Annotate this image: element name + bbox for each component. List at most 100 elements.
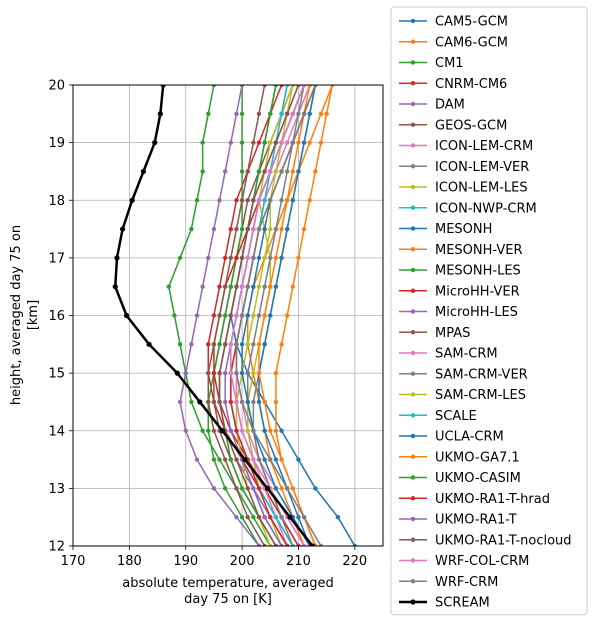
data-point <box>129 197 135 203</box>
x-axis-label-line-1: absolute temperature, averaged <box>122 576 333 591</box>
data-point <box>245 255 250 261</box>
series-wrf-col-crm <box>228 85 307 546</box>
data-point <box>239 313 245 318</box>
data-point <box>279 486 284 491</box>
data-point <box>262 514 267 520</box>
data-point <box>268 543 273 546</box>
legend-swatch-marker <box>410 475 416 480</box>
data-point <box>262 169 267 174</box>
legend-label: SAM-CRM-VER <box>435 367 528 382</box>
legend-entry: WRF-COL-CRM <box>399 554 529 569</box>
legend-entry: DAM <box>399 98 465 113</box>
data-point <box>279 111 284 117</box>
data-point <box>206 255 211 261</box>
data-point <box>290 140 296 145</box>
data-point <box>251 226 256 232</box>
data-point <box>217 399 222 405</box>
legend-entry: MicroHH-LES <box>399 305 518 320</box>
legend-swatch-marker <box>410 226 416 231</box>
legend-label: GEOS-GCM <box>435 118 507 133</box>
data-point <box>245 370 250 376</box>
legend-entry: MPAS <box>399 326 470 341</box>
data-point <box>217 284 222 289</box>
data-point <box>256 226 262 232</box>
legend-label: UKMO-GA7.1 <box>435 450 520 465</box>
data-point <box>273 543 279 546</box>
data-point <box>211 226 217 232</box>
axes: 170 180 190 200 210 220 12 13 14 15 16 17 18 19 20 <box>48 79 367 570</box>
legend-label: UKMO-RA1-T <box>435 513 517 528</box>
legend-label: UKMO-RA1-T-hrad <box>435 492 550 507</box>
data-point <box>234 486 239 491</box>
data-point <box>245 284 250 289</box>
y-tick-label: 12 <box>48 540 65 555</box>
data-point <box>318 140 324 145</box>
data-point <box>284 198 290 203</box>
data-point <box>296 111 301 117</box>
data-point <box>251 342 256 347</box>
legend-frame <box>390 6 588 616</box>
data-point <box>114 255 120 261</box>
data-point <box>120 226 126 232</box>
data-point <box>273 428 279 433</box>
legend: CAM5-GCM CAM6-GCM CM1 CNRM-CM6 DAM GEOS-GCM IC… <box>390 6 588 616</box>
legend-label: SAM-CRM <box>435 347 498 362</box>
legend-swatch-marker <box>410 537 416 542</box>
y-axis-label-line-2: [km] <box>26 300 41 330</box>
data-point <box>245 226 250 232</box>
legend-entry: UKMO-RA1-T <box>399 513 517 528</box>
data-point <box>245 514 250 520</box>
legend-swatch-marker <box>410 371 416 376</box>
legend-entry: SAM-CRM-VER <box>399 367 528 382</box>
data-point <box>313 169 318 174</box>
data-point <box>256 169 262 174</box>
data-point <box>245 486 250 491</box>
data-point <box>279 428 284 433</box>
legend-entry: UKMO-GA7.1 <box>399 450 520 465</box>
legend-swatch-marker <box>410 143 416 148</box>
data-point <box>234 313 239 318</box>
legend-swatch-marker <box>410 288 416 293</box>
data-point <box>290 169 296 174</box>
data-point <box>194 457 200 462</box>
data-point <box>262 313 267 318</box>
legend-label: DAM <box>435 98 465 113</box>
data-point <box>279 140 284 145</box>
data-point <box>279 342 284 347</box>
data-point <box>245 399 250 405</box>
data-point <box>256 399 262 405</box>
y-tick-label: 17 <box>48 251 65 266</box>
data-point <box>262 543 267 546</box>
legend-entry: UKMO-RA1-T-nocloud <box>399 533 572 548</box>
data-point <box>222 169 228 174</box>
data-point <box>262 198 267 203</box>
data-point <box>262 457 267 462</box>
data-point <box>251 399 256 405</box>
data-point <box>268 111 273 117</box>
data-point <box>301 111 307 117</box>
data-point <box>284 226 290 232</box>
data-point <box>262 255 267 261</box>
legend-swatch-marker <box>410 184 416 190</box>
data-point <box>228 399 234 405</box>
legend-label: MicroHH-LES <box>435 305 518 320</box>
data-point <box>217 198 222 203</box>
data-point <box>318 543 324 546</box>
legend-label: SCALE <box>435 409 477 424</box>
data-point <box>217 457 222 462</box>
data-point <box>307 198 312 203</box>
legend-entry: SCALE <box>399 409 477 424</box>
data-point <box>251 514 256 520</box>
series-scream <box>112 85 316 546</box>
data-point <box>245 428 250 433</box>
data-point <box>222 486 228 491</box>
data-point <box>245 313 250 318</box>
data-point <box>239 342 245 347</box>
data-point <box>284 313 290 318</box>
x-tick-label: 200 <box>230 554 255 569</box>
data-point <box>219 428 225 434</box>
data-point <box>279 255 284 261</box>
data-point <box>268 313 273 318</box>
data-point <box>222 370 228 376</box>
legend-entry: ICON-LEM-VER <box>399 160 529 175</box>
